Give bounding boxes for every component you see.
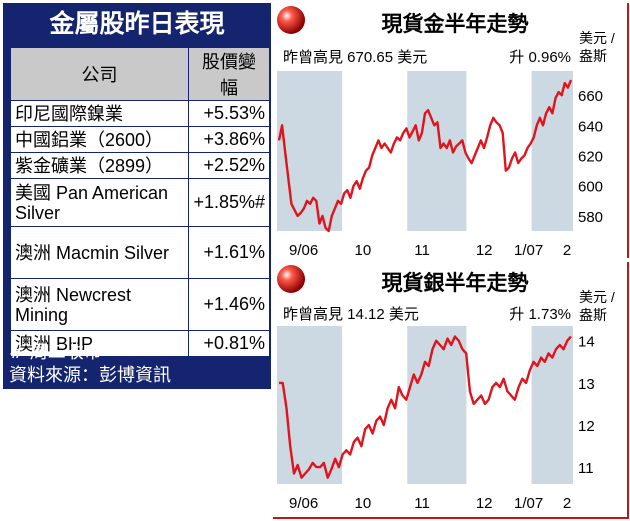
red-ball-icon [277,265,305,293]
unit-label-1: 美元 / [579,30,615,46]
chart-subtitle-change: 升 1.73% [509,306,571,323]
price-change: +1.85%# [188,178,270,227]
table-row: 中國鋁業（2600） +3.86% [9,126,270,153]
chart-subtitle-high: 昨曾高見 670.65 美元 [283,49,427,66]
x-tick-label: 12 [476,495,493,512]
metal-stocks-table: 公司 股價變幅 印尼國際鎳業 +5.53% 中國鋁業（2600） +3.86% … [9,47,270,357]
x-tick-label: 12 [476,242,493,258]
column-header-company: 公司 [9,47,190,101]
table-row: 紫金礦業（2899） +2.52% [9,152,270,179]
footnote-source: 資料來源：彭博資訊 [9,365,171,386]
footnotes: # 周二收市 資料來源：彭博資訊 [9,341,171,387]
series-line [277,79,573,233]
price-change: +2.52% [188,152,270,179]
price-change: +1.46% [188,278,270,331]
table-row: 澳洲 Macmin Silver +1.61% [9,226,270,279]
company-name: 美國 Pan American Silver [9,178,190,227]
shaded-month-band [531,326,573,484]
y-tick-label: 13 [578,376,595,393]
y-tick-label: 11 [578,460,594,477]
y-tick-label: 12 [578,418,595,435]
y-tick-label: 640 [578,118,603,135]
metal-stocks-panel: 金屬股昨日表現 公司 股價變幅 印尼國際鎳業 +5.53% 中國鋁業（2600）… [3,3,271,389]
x-tick-label: 11 [414,495,430,512]
chart-subtitle-change: 升 0.96% [509,49,571,66]
table-header-row: 公司 股價變幅 [9,47,270,101]
x-tick-label: 2 [563,242,571,258]
panel-title: 金屬股昨日表現 [49,9,225,38]
shaded-month-band [531,71,573,231]
price-change: +3.86% [188,126,270,153]
unit-label-2: 盎斯 [579,307,607,323]
y-tick-label: 14 [578,334,595,351]
price-change: +1.61% [188,226,270,279]
price-change: +5.53% [188,100,270,127]
silver-price-chart: 現貨銀半年走勢 昨曾高見 14.12 美元 升 1.73% 美元 / 盎斯 11… [273,262,629,519]
red-ball-icon [277,6,305,34]
gold-chart-svg: 現貨金半年走勢 昨曾高見 670.65 美元 升 0.96% 美元 / 盎斯 5… [277,6,615,259]
y-tick-label: 660 [578,88,603,105]
silver-chart-svg: 現貨銀半年走勢 昨曾高見 14.12 美元 升 1.73% 美元 / 盎斯 11… [277,265,615,512]
table-row: 美國 Pan American Silver +1.85%# [9,178,270,227]
company-name: 澳洲 BHP [9,330,190,357]
x-tick-label: 10 [354,242,371,258]
y-tick-label: 600 [578,179,603,196]
x-tick-label: 9/06 [289,242,318,258]
company-name: 印尼國際鎳業 [9,100,190,127]
unit-label-2: 盎斯 [579,48,607,64]
chart-subtitle-high: 昨曾高見 14.12 美元 [283,306,419,323]
x-tick-label: 11 [414,242,430,258]
price-change: +0.81% [188,330,270,357]
x-tick-label: 2 [563,495,571,512]
x-tick-label: 1/07 [514,242,543,258]
table-row: 澳洲 Newcrest Mining +1.46% [9,278,270,331]
company-name: 澳洲 Macmin Silver [9,226,190,279]
series-line [279,335,572,479]
shaded-month-band [407,326,467,484]
table-row: 澳洲 BHP +0.81% [9,330,270,357]
x-tick-label: 1/07 [514,495,543,512]
unit-label-1: 美元 / [579,289,615,305]
company-name: 中國鋁業（2600） [9,126,190,153]
gold-price-chart: 現貨金半年走勢 昨曾高見 670.65 美元 升 0.96% 美元 / 盎斯 5… [273,3,629,259]
shaded-month-band [407,71,467,231]
x-tick-label: 9/06 [289,495,318,512]
y-tick-label: 580 [578,209,603,226]
column-header-change: 股價變幅 [188,47,270,101]
chart-title: 現貨金半年走勢 [382,12,529,36]
chart-title: 現貨銀半年走勢 [382,271,529,295]
shaded-month-band [277,326,343,484]
company-name: 澳洲 Newcrest Mining [9,278,190,331]
y-tick-label: 620 [578,149,603,166]
footnote-close: # 周二收市 [9,342,102,363]
company-name: 紫金礦業（2899） [9,152,190,179]
shaded-month-band [277,71,343,231]
table-row: 印尼國際鎳業 +5.53% [9,100,270,127]
x-tick-label: 10 [354,495,371,512]
